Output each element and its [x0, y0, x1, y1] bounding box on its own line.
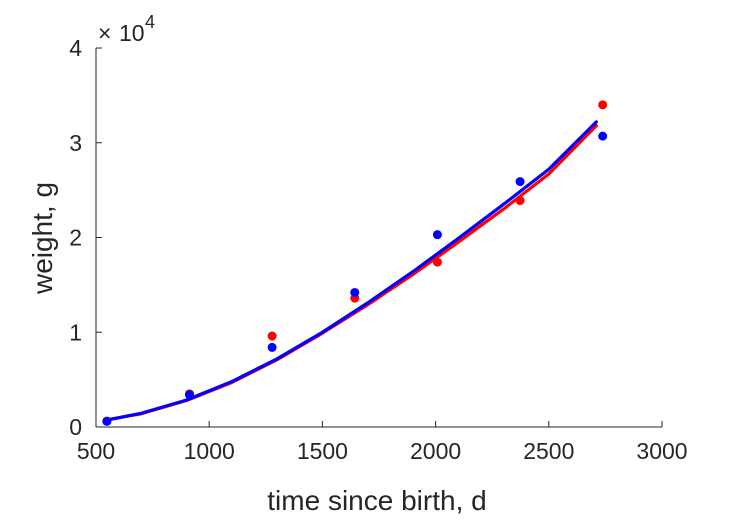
data-point-red — [432, 257, 442, 267]
y-exponent-base: 10 — [119, 20, 145, 46]
y-exponent-prefix: × — [98, 20, 111, 46]
x-tick-label: 2500 — [523, 438, 574, 464]
data-point-red — [267, 331, 277, 341]
x-tick-label: 500 — [77, 438, 115, 464]
x-axis-label: time since birth, d — [267, 485, 486, 516]
data-point-blue — [598, 131, 608, 141]
data-point-blue — [350, 287, 360, 297]
data-point-blue — [185, 390, 194, 400]
ticks: 500 1000 1500 2000 2500 3000 0 1 2 3 4 — [69, 35, 687, 464]
y-tick-label: 4 — [69, 35, 82, 61]
y-tick-label: 3 — [69, 130, 82, 156]
y-tick-label: 1 — [69, 319, 82, 345]
series-points — [102, 100, 608, 426]
y-axis-label: weight, g — [27, 182, 58, 295]
data-point-red — [515, 196, 525, 206]
x-tick-label: 1500 — [297, 438, 348, 464]
x-tick-label: 1000 — [184, 438, 235, 464]
data-point-blue — [515, 177, 525, 187]
x-tick-label: 2000 — [410, 438, 461, 464]
fit-curve-blue — [105, 120, 598, 422]
y-exponent-power: 4 — [145, 12, 155, 32]
y-tick-label: 2 — [69, 225, 82, 251]
y-tick-label: 0 — [69, 414, 82, 440]
x-tick-label: 3000 — [636, 438, 687, 464]
data-point-blue — [432, 230, 442, 240]
data-point-red — [598, 100, 608, 110]
data-point-blue — [102, 416, 112, 426]
y-exponent: × 10 4 — [98, 12, 155, 46]
data-point-blue — [267, 342, 277, 352]
series-lines — [105, 120, 598, 422]
